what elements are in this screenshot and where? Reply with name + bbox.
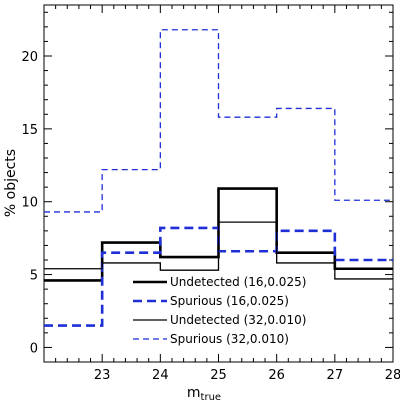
x-axis-label: mtrue [187,385,221,403]
x-tick-label: 28 [385,368,400,383]
x-axis-label-main: m [187,385,201,401]
y-tick-label: 5 [30,269,38,284]
series-line-3 [44,221,393,280]
y-tick-label: 20 [21,50,38,65]
x-tick-label: 23 [94,368,111,383]
series-line-4 [44,29,393,213]
legend-label-2: Spurious (16,0.025) [170,294,289,308]
ticks-layer: 23 24 25 26 27 28 0 5 10 15 20 [21,5,400,383]
x-tick-label: 26 [268,368,285,383]
legend-label-1: Undetected (16,0.025) [170,275,306,289]
x-tick-label: 24 [152,368,169,383]
legend-label-3: Undetected (32,0.010) [170,313,306,327]
y-axis-label: % objects [3,149,19,217]
y-tick-label: 0 [30,341,38,356]
legend-label-4: Spurious (32,0.010) [170,332,289,346]
x-tick-label: 27 [327,368,344,383]
series-layer [44,29,393,327]
x-tick-label: 25 [210,368,227,383]
y-tick-label: 15 [21,123,38,138]
legend: Undetected (16,0.025) Spurious (16,0.025)… [133,275,306,346]
x-axis-label-subscript: true [201,392,222,403]
y-tick-label: 10 [21,196,38,211]
